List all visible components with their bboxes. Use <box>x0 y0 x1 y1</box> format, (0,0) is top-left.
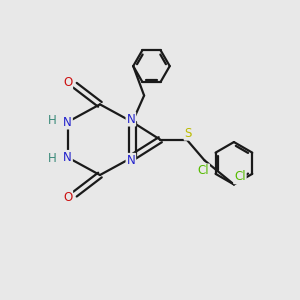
Text: Cl: Cl <box>197 164 209 177</box>
Text: H: H <box>48 152 57 165</box>
Text: N: N <box>127 154 135 167</box>
Text: O: O <box>63 190 72 204</box>
Text: Cl: Cl <box>234 170 246 183</box>
Text: N: N <box>63 116 72 128</box>
Text: H: H <box>48 114 57 127</box>
Text: S: S <box>184 127 192 140</box>
Text: N: N <box>127 112 135 126</box>
Text: N: N <box>63 151 72 164</box>
Text: O: O <box>63 76 72 89</box>
